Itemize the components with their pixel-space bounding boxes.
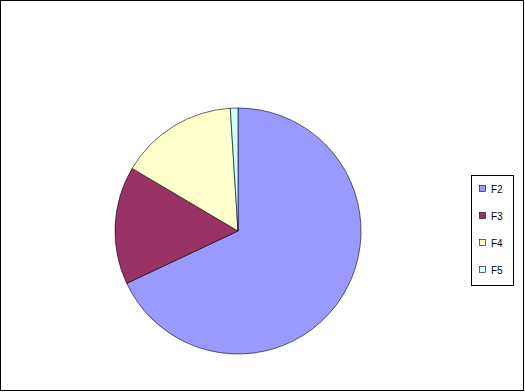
- pie: [115, 108, 361, 354]
- legend-swatch: [480, 267, 486, 273]
- legend-swatch: [480, 186, 486, 192]
- legend-label: F4: [491, 238, 503, 249]
- legend-box: [472, 176, 514, 286]
- legend-swatch: [480, 213, 486, 219]
- legend-label: F3: [491, 211, 503, 222]
- legend-swatch: [480, 240, 486, 246]
- chart-frame: [1, 1, 524, 391]
- legend-label: F5: [491, 265, 503, 276]
- pie-slice: [230, 108, 238, 231]
- legend-label: F2: [491, 184, 503, 195]
- pie-slice: [132, 108, 238, 231]
- legend: F2 F3 F4 F5: [472, 176, 514, 286]
- chart: F2 F3 F4 F5: [0, 0, 525, 392]
